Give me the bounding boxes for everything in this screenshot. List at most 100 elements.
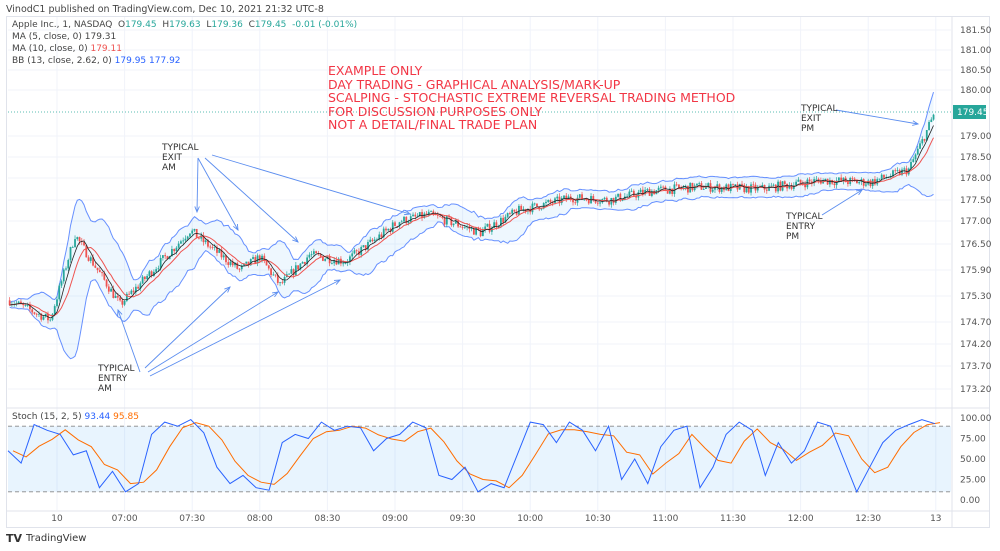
candle-body bbox=[236, 262, 239, 269]
candle-body bbox=[545, 201, 547, 204]
candle-body bbox=[85, 245, 88, 258]
candle-body bbox=[376, 239, 378, 241]
candle-body bbox=[630, 190, 633, 192]
symbol-name: Apple Inc., 1, NASDAQ bbox=[12, 20, 113, 30]
candle-body bbox=[572, 199, 574, 203]
candle-body bbox=[779, 181, 782, 191]
candle-body bbox=[247, 261, 250, 266]
last-price-label: 179.45 bbox=[957, 108, 989, 118]
annotation-entry-am: TYPICAL ENTRY AM bbox=[98, 364, 135, 394]
ma10-legend[interactable]: MA (10, close, 0) 179.11 bbox=[12, 44, 122, 54]
candle-body bbox=[930, 119, 933, 123]
candle-body bbox=[678, 184, 680, 188]
candle-body bbox=[146, 275, 149, 280]
time-tick-label: 08:00 bbox=[247, 514, 273, 524]
price-tick-label: 175.30 bbox=[960, 292, 992, 302]
candle-body bbox=[556, 196, 559, 199]
candle-body bbox=[520, 205, 523, 211]
note-line: DAY TRADING - GRAPHICAL ANALYSIS/MARK-UP bbox=[328, 76, 621, 92]
price-tick-label: 178.50 bbox=[960, 153, 992, 163]
candle-body bbox=[310, 254, 313, 255]
candle-body bbox=[403, 216, 405, 222]
annotation-arrow bbox=[196, 157, 199, 213]
tradingview-logo[interactable]: TV TradingView bbox=[6, 532, 86, 545]
candle-body bbox=[432, 211, 435, 214]
annotation-arrow bbox=[204, 157, 299, 243]
candle-body bbox=[502, 217, 505, 223]
bb-legend[interactable]: BB (13, close, 2.62, 0) 179.95 177.92 bbox=[12, 56, 181, 66]
candle-body bbox=[883, 174, 885, 178]
ma10-value: 179.11 bbox=[90, 44, 122, 54]
candle-body bbox=[121, 300, 124, 305]
candle-body bbox=[856, 180, 858, 184]
ma10-label: MA (10, close, 0) bbox=[12, 44, 88, 54]
candle-body bbox=[94, 265, 97, 268]
candle-body bbox=[847, 182, 849, 184]
candle-body bbox=[486, 223, 489, 227]
candle-body bbox=[173, 249, 176, 252]
candle-body bbox=[125, 293, 128, 301]
candle-body bbox=[646, 189, 649, 190]
candle-body bbox=[56, 299, 58, 307]
time-tick-label: 11:00 bbox=[652, 514, 678, 524]
candle-body bbox=[87, 257, 90, 261]
bb-lower-value: 177.92 bbox=[149, 56, 181, 66]
candle-body bbox=[76, 237, 79, 240]
candle-body bbox=[479, 230, 482, 237]
candle-body bbox=[159, 257, 162, 269]
chart-frame[interactable] bbox=[6, 16, 990, 528]
arrow-head-icon bbox=[117, 308, 123, 317]
time-tick-label: 13 bbox=[930, 514, 941, 524]
candle-body bbox=[294, 265, 297, 276]
candle-body bbox=[328, 256, 331, 264]
candle-body bbox=[603, 197, 606, 200]
candle-body bbox=[511, 209, 514, 214]
candle-body bbox=[563, 195, 565, 199]
candle-body bbox=[878, 178, 881, 180]
candle-body bbox=[551, 202, 554, 204]
candle-body bbox=[207, 240, 209, 247]
candle-body bbox=[367, 241, 369, 250]
candle-body bbox=[414, 214, 417, 217]
ann-line: EXIT bbox=[162, 153, 183, 163]
candle-body bbox=[765, 189, 768, 191]
candle-body bbox=[632, 190, 635, 196]
candle-body bbox=[472, 227, 475, 235]
candle-body bbox=[288, 273, 290, 275]
candle-body bbox=[229, 261, 232, 265]
candle-body bbox=[83, 241, 85, 246]
candle-body bbox=[211, 247, 214, 248]
candle-body bbox=[355, 250, 358, 252]
candle-body bbox=[443, 217, 446, 225]
candle-body bbox=[838, 177, 840, 181]
candle-body bbox=[587, 199, 590, 204]
candle-body bbox=[198, 237, 200, 239]
candle-body bbox=[475, 227, 478, 235]
candle-body bbox=[709, 183, 712, 192]
candle-body bbox=[813, 179, 816, 184]
candle-body bbox=[168, 256, 171, 260]
stoch-band-fill bbox=[8, 426, 951, 492]
price-tick-label: 174.20 bbox=[960, 340, 992, 350]
candle-body bbox=[903, 168, 906, 170]
candle-body bbox=[105, 279, 108, 287]
candle-body bbox=[439, 215, 441, 217]
bb-upper-line bbox=[9, 91, 934, 304]
candle-body bbox=[750, 184, 752, 193]
candle-body bbox=[795, 181, 797, 186]
candle-body bbox=[797, 179, 800, 182]
candle-body bbox=[723, 187, 725, 191]
candle-body bbox=[596, 202, 599, 204]
candle-body bbox=[806, 179, 809, 188]
ma5-label: MA (5, close, 0) bbox=[12, 32, 82, 42]
candle-body bbox=[599, 202, 601, 204]
candle-body bbox=[130, 290, 133, 295]
ma5-legend[interactable]: MA (5, close, 0) 179.31 bbox=[12, 32, 116, 42]
candle-body bbox=[92, 257, 94, 266]
candle-body bbox=[252, 257, 254, 259]
stoch-legend[interactable]: Stoch (15, 2, 5) 93.44 95.85 bbox=[12, 412, 139, 422]
candle-body bbox=[853, 178, 856, 181]
ann-line: AM bbox=[98, 384, 112, 394]
arrow-head-icon bbox=[403, 209, 412, 216]
